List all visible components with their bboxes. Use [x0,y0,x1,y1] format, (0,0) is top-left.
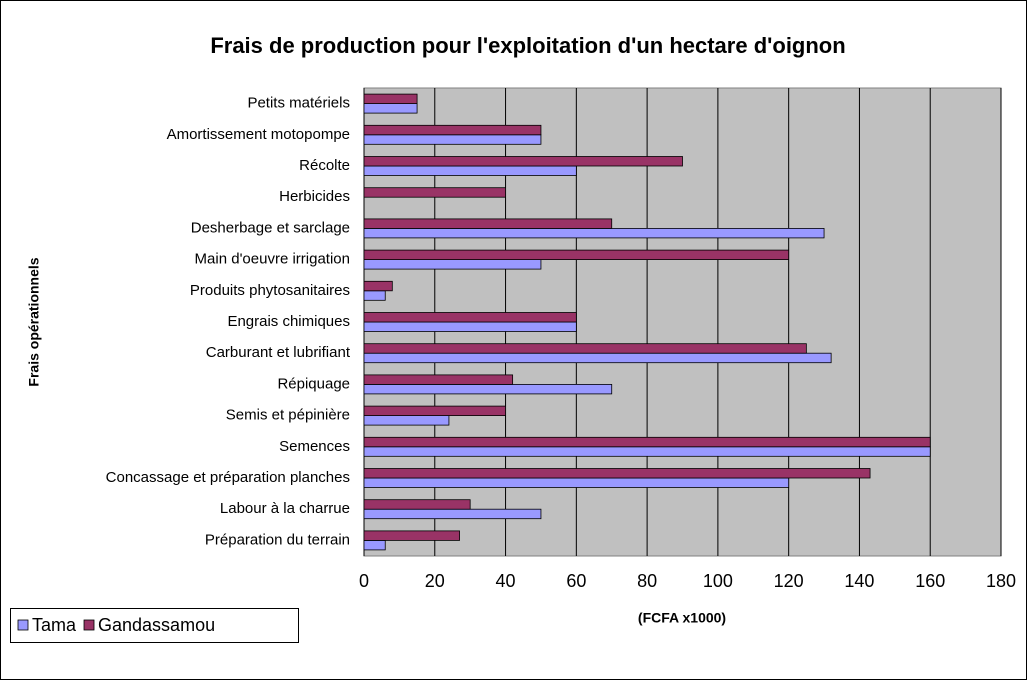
x-axis-title: (FCFA x1000) [638,610,726,626]
legend-label: Gandassamou [98,615,215,635]
bar [363,134,542,145]
y-tick-label: Herbicides [279,188,350,205]
y-axis-title: Frais opérationnels [26,257,42,386]
bar [363,156,683,167]
legend-label: Tama [32,615,77,635]
y-tick-label: Semences [279,438,350,455]
y-tick-label: Labour à la charrue [220,500,350,517]
bar [363,415,450,426]
bar [363,530,460,541]
bar [363,477,790,488]
y-tick-label: Desherbage et sarclage [191,219,350,236]
x-tick-label: 60 [566,571,586,591]
bar [363,468,871,479]
y-tick-label: Préparation du terrain [205,531,350,548]
bar [363,508,542,520]
bar [363,227,825,239]
bar [363,436,931,448]
bar [363,374,514,385]
y-tick-label: Concassage et préparation planches [106,469,350,486]
bar [363,259,542,270]
bar [363,499,471,510]
bar [363,103,418,114]
bar [363,187,506,198]
bar [363,249,790,261]
bar [363,405,506,417]
bar [363,383,613,395]
x-tick-label: 180 [986,571,1016,591]
bar [363,165,577,176]
bar [363,218,613,229]
y-tick-label: Petits matériels [247,95,350,112]
chart-title: Frais de production pour l'exploitation … [210,33,845,58]
x-tick-label: 100 [703,571,733,591]
bar [363,280,393,292]
y-tick-label: Semis et pépinière [226,407,350,424]
y-tick-label: Carburant et lubrifiant [206,344,351,361]
y-tick-label: Récolte [299,157,350,174]
bar [363,124,542,136]
bar [363,312,577,323]
bar [363,343,807,354]
bar [363,446,931,457]
x-tick-label: 20 [425,571,445,591]
legend-swatch [83,619,95,631]
y-tick-label: Produits phytosanitaires [190,282,350,299]
x-tick-label: 80 [637,571,657,591]
legend-box [10,608,299,643]
bar [363,290,386,301]
x-tick-label: 40 [496,571,516,591]
y-tick-label: Main d'oeuvre irrigation [195,251,350,268]
bar [363,321,577,332]
bar [363,352,832,364]
y-tick-label: Répiquage [277,375,350,392]
legend-swatch [17,619,29,631]
x-tick-label: 120 [774,571,804,591]
y-tick-label: Amortissement motopompe [167,126,350,143]
x-tick-label: 0 [359,571,369,591]
x-tick-label: 160 [915,571,945,591]
x-tick-label: 140 [844,571,874,591]
bar [363,93,418,104]
bar [363,540,386,551]
y-tick-label: Engrais chimiques [227,313,350,330]
